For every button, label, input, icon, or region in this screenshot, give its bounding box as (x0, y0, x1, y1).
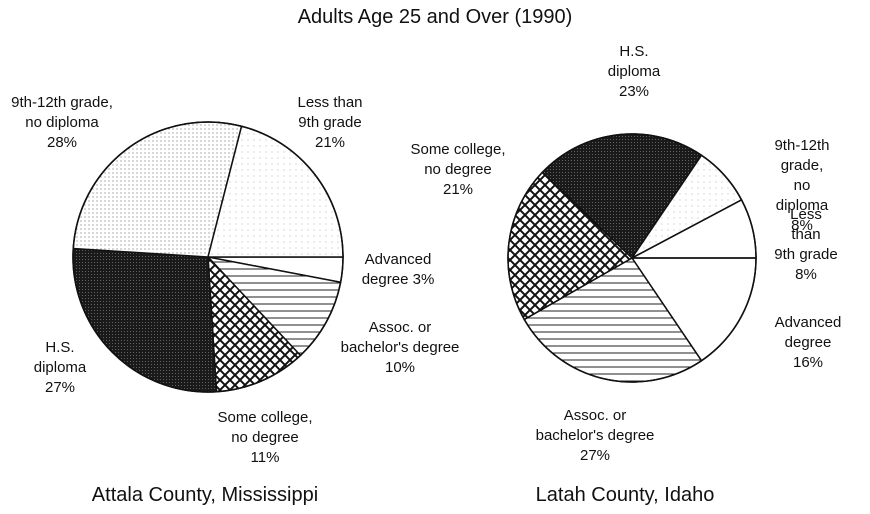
value-label: 23% (618, 83, 650, 100)
slice-label: Some college, no degree 11% (217, 408, 312, 468)
value-label: 8% (791, 217, 813, 234)
category-label: H.S. diploma (33, 339, 87, 376)
category-label: Advanced degree (361, 251, 432, 288)
value-label: 21% (442, 181, 474, 198)
slice-label: Advanced degree 3% (362, 250, 435, 290)
slice-label: Assoc. or bachelor's degree 27% (536, 406, 655, 466)
category-label: Assoc. or bachelor's degree (535, 407, 655, 444)
value-label: 27% (44, 379, 76, 396)
pie-outline (72, 121, 344, 393)
slice-label: 9th-12th grade, no diploma 28% (11, 93, 113, 153)
slice-label: H.S. diploma 27% (34, 338, 87, 398)
slice-label: 9th-12th grade, no diploma 8% (768, 136, 836, 236)
category-label: 9th-12th grade, no diploma (774, 137, 830, 214)
value-label: 11% (250, 449, 280, 466)
chart-subtitle: Attala County, Mississippi (91, 484, 319, 506)
category-label: Assoc. or bachelor's degree (340, 319, 460, 356)
value-label: 8% (795, 266, 817, 283)
slice-label: Some college, no degree 21% (410, 140, 505, 200)
chart-title: Adults Age 25 and Over (1990) (297, 6, 573, 28)
value-label: 28% (46, 134, 78, 151)
value-label: 10% (384, 359, 416, 376)
chart-subtitle: Latah County, Idaho (535, 484, 715, 506)
category-label: Advanced degree (774, 314, 842, 351)
pie-slice (72, 247, 218, 393)
category-label: Some college, no degree (217, 409, 313, 446)
value-label: 27% (579, 447, 611, 464)
slice-label: Assoc. or bachelor's degree 10% (341, 318, 460, 378)
category-label: 9th-12th grade, no diploma (11, 94, 113, 131)
slice-label: Advanced degree 16% (775, 313, 842, 373)
slice-label: Less than 9th grade 21% (297, 93, 362, 153)
value-label: 16% (792, 354, 824, 371)
pie-outline (507, 133, 757, 383)
category-label: Some college, no degree (410, 141, 506, 178)
category-label: Less than 9th grade (774, 206, 838, 263)
value-label: 3% (412, 271, 435, 288)
category-label: H.S. diploma (607, 43, 661, 80)
slice-label: Less than 9th grade 8% (774, 205, 838, 285)
category-label: Less than 9th grade (297, 94, 363, 131)
slice-label: H.S. diploma 23% (608, 42, 661, 102)
value-label: 21% (314, 134, 346, 151)
